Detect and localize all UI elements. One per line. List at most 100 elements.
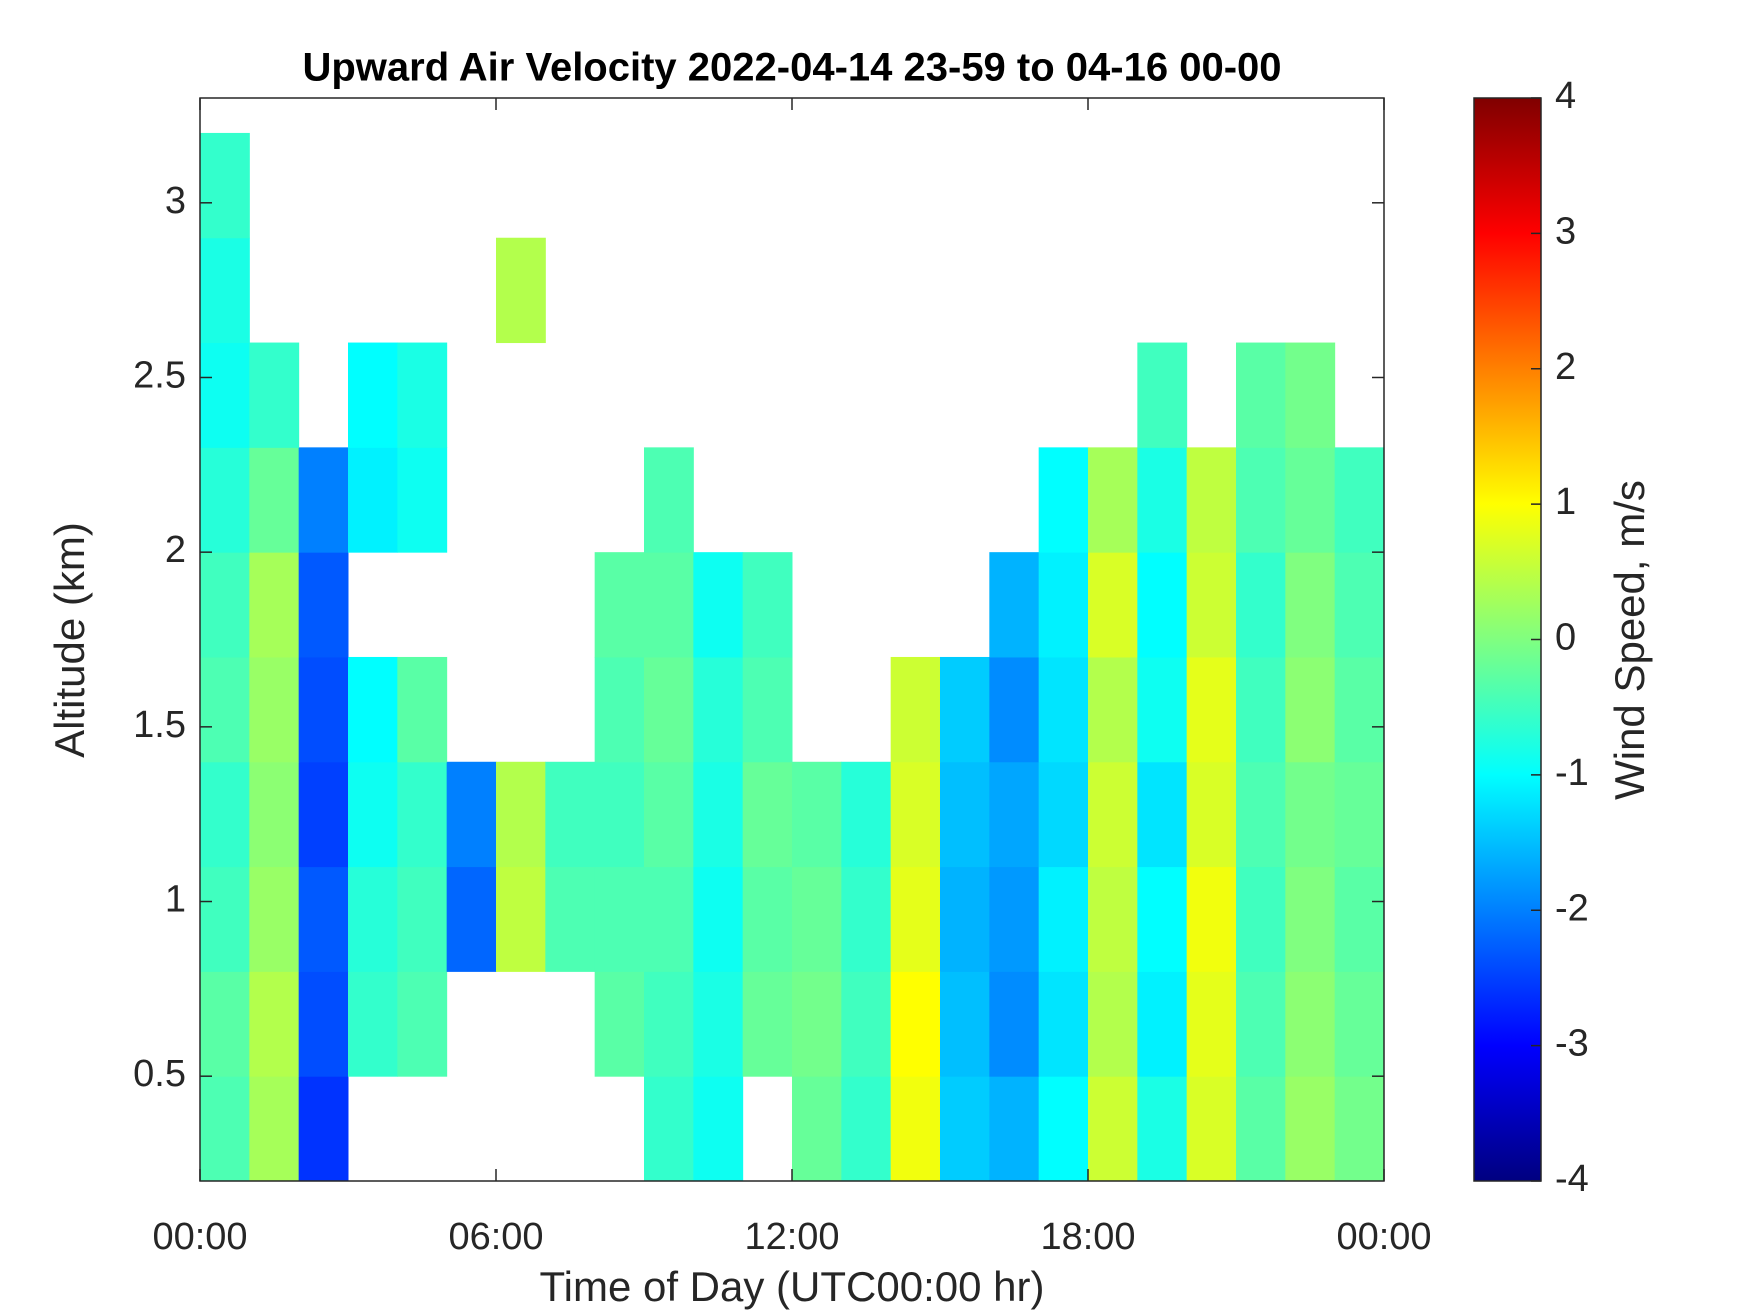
heat-cell [989,866,1040,972]
heat-cell [693,1076,744,1182]
x-tick-label: 12:00 [744,1216,839,1258]
heat-cell [1236,971,1286,1077]
heat-cell [594,866,645,972]
heat-cell [298,1076,349,1182]
heat-cell [348,866,398,972]
heat-cell [249,342,300,448]
heat-cell [200,447,250,553]
colorbar-tick-label: 2 [1555,346,1576,388]
heat-cell [1334,866,1385,972]
heat-cell [1088,971,1138,1077]
heat-cell [1186,656,1237,763]
heat-cell [644,1076,694,1182]
heat-cell [1186,1076,1237,1182]
colorbar-tick-label: -2 [1555,887,1589,929]
colorbar-tick-label: -4 [1555,1158,1589,1200]
heat-cell [693,761,744,868]
heat-cell [1186,971,1237,1077]
heat-cell [989,552,1040,658]
heat-cell [298,656,349,763]
heat-cell [249,866,300,972]
heat-cell [1285,342,1336,448]
heat-cell [1137,552,1188,658]
heat-cell [1186,866,1237,972]
heat-cell [890,656,941,763]
heat-cell [397,342,448,448]
heat-cell [1285,656,1336,763]
heat-cell [693,656,744,763]
heat-cell [1038,1076,1089,1182]
heat-cell [1236,1076,1286,1182]
heat-cell [792,761,842,868]
heat-cell [841,971,892,1077]
heat-cell [1038,761,1089,868]
heat-cell [1236,447,1286,553]
heat-cell [644,552,694,658]
heat-cell [496,761,546,868]
chart-title: Upward Air Velocity 2022-04-14 23-59 to … [302,46,1281,90]
heat-cell [1236,866,1286,972]
heat-cell [249,552,300,658]
heat-cell [989,761,1040,868]
heat-cell [348,342,398,448]
colorbar-tick-label: -1 [1555,752,1589,794]
heat-cell [1334,552,1385,658]
heat-cell [1334,971,1385,1077]
heat-cell [940,656,990,763]
heat-cell [200,552,250,658]
heat-cell [644,761,694,868]
heat-cell [298,447,349,553]
heat-cell [200,971,250,1077]
colorbar [1473,97,1542,1182]
heat-cell [298,552,349,658]
colorbar-tick-label: 4 [1555,75,1576,117]
x-tick-label: 00:00 [152,1216,247,1258]
heat-cell [348,447,398,553]
x-axis-label: Time of Day (UTC00:00 hr) [540,1263,1045,1310]
heat-cell [890,971,941,1077]
heat-cell [1038,656,1089,763]
heat-cell [989,971,1040,1077]
heat-cell [693,552,744,658]
x-tick-label: 06:00 [448,1216,543,1258]
heat-cell [989,1076,1040,1182]
heat-cell [249,447,300,553]
heat-cell [742,552,793,658]
heat-cell [792,971,842,1077]
heat-cell [397,447,448,553]
heat-cell [1137,971,1188,1077]
heat-cell [1038,552,1089,658]
heat-cell [200,132,250,239]
heat-cell [742,656,793,763]
colorbar-tick-label: 0 [1555,617,1576,659]
heat-cell [841,1076,892,1182]
heat-cell [200,866,250,972]
heat-cell [841,761,892,868]
heat-cell [792,866,842,972]
heat-cell [200,237,250,344]
heat-cell [1285,971,1336,1077]
heat-cell [594,656,645,763]
heat-cell [1285,447,1336,553]
y-tick-label: 2.5 [133,355,186,397]
heat-cell [644,971,694,1077]
heat-cell [989,656,1040,763]
heat-cell [1285,761,1336,868]
heat-cell [446,866,497,972]
colorbar-label: Wind Speed, m/s [1606,480,1653,800]
heat-cell [742,761,793,868]
heat-cell [1334,447,1385,553]
x-tick-label: 00:00 [1336,1216,1431,1258]
heat-cell [249,971,300,1077]
heat-cell [644,447,694,553]
heat-cell [545,866,596,972]
heat-cell [1088,866,1138,972]
heat-cell [1137,761,1188,868]
heat-cell [348,971,398,1077]
heat-cell [1236,552,1286,658]
heat-cell [1038,447,1089,553]
heat-cell [446,761,497,868]
heat-cell [940,866,990,972]
heat-cell [200,1076,250,1182]
